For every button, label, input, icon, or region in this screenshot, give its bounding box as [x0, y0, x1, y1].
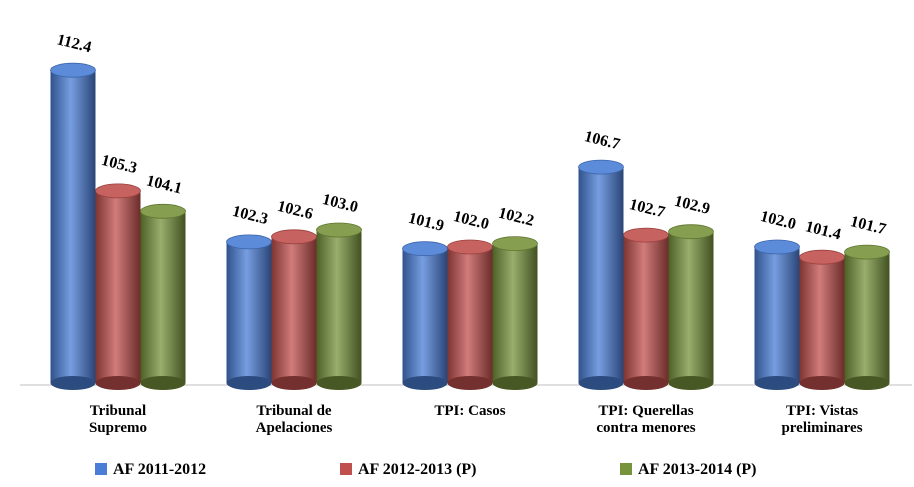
bar	[402, 248, 448, 383]
x-tick-label: Tribunal de Apelaciones	[255, 403, 333, 436]
bar-cap	[492, 236, 538, 252]
legend-swatch	[340, 463, 352, 475]
value-label: 104.1	[145, 172, 184, 197]
value-label: 102.0	[759, 208, 798, 233]
value-label: 101.7	[849, 213, 888, 238]
x-tick-label: Tribunal Supremo	[88, 403, 148, 436]
bar	[50, 70, 96, 383]
bar-base	[271, 376, 317, 390]
bar-cap	[50, 62, 96, 78]
bar	[492, 243, 538, 383]
bar-base	[799, 376, 845, 390]
bar-base	[226, 376, 272, 390]
bar-base	[492, 376, 538, 390]
bar-base	[447, 376, 493, 390]
bar-base	[844, 376, 890, 390]
bar-cap	[316, 222, 362, 238]
bar-base	[754, 376, 800, 390]
value-label: 102.6	[276, 198, 315, 223]
bar-cap	[799, 249, 845, 265]
bar-base	[95, 376, 141, 390]
bar-base	[578, 376, 624, 390]
value-label: 102.7	[628, 196, 667, 221]
bar	[623, 235, 669, 383]
bar-cap	[95, 183, 141, 199]
bar	[668, 231, 714, 383]
bar-base	[668, 376, 714, 390]
value-label: 102.0	[452, 208, 491, 233]
value-label: 102.2	[497, 205, 536, 230]
bar-cap	[226, 234, 272, 250]
bar-cap	[668, 224, 714, 240]
bar-base	[623, 376, 669, 390]
bar	[578, 167, 624, 383]
bar	[95, 190, 141, 383]
value-label: 112.4	[55, 31, 93, 56]
bar-base	[316, 376, 362, 390]
bar-base	[402, 376, 448, 390]
bar-cap	[402, 241, 448, 257]
bar-cap	[754, 239, 800, 255]
x-tick-label: TPI: Querellas contra menores	[596, 403, 696, 436]
value-label: 105.3	[100, 152, 139, 177]
legend-swatch	[620, 463, 632, 475]
bar-base	[50, 376, 96, 390]
bar-cap	[271, 229, 317, 245]
bar-base	[140, 376, 186, 390]
legend-label: AF 2013-2014 (P)	[638, 461, 757, 478]
bar-cap	[578, 159, 624, 175]
bar	[799, 257, 845, 383]
value-label: 103.0	[321, 191, 360, 216]
value-label: 101.9	[407, 210, 446, 235]
legend-label: AF 2012-2013 (P)	[358, 461, 477, 478]
x-tick-label: TPI: Vistas preliminares	[781, 403, 863, 436]
legend-label: AF 2011-2012	[113, 461, 206, 478]
value-label: 102.9	[673, 193, 712, 218]
bar	[271, 236, 317, 383]
bar	[226, 241, 272, 383]
value-label: 102.3	[231, 203, 270, 228]
bar	[754, 247, 800, 383]
legend-swatch	[95, 463, 107, 475]
bar	[140, 211, 186, 383]
bar-cap	[844, 244, 890, 260]
bar-cap	[447, 239, 493, 255]
value-label: 106.7	[583, 128, 622, 153]
bar	[447, 247, 493, 383]
bar	[844, 252, 890, 383]
value-label: 101.4	[804, 218, 843, 243]
bar	[316, 230, 362, 383]
bar-cap	[623, 227, 669, 243]
x-tick-label: TPI: Casos	[434, 403, 506, 419]
bar-cap	[140, 203, 186, 219]
